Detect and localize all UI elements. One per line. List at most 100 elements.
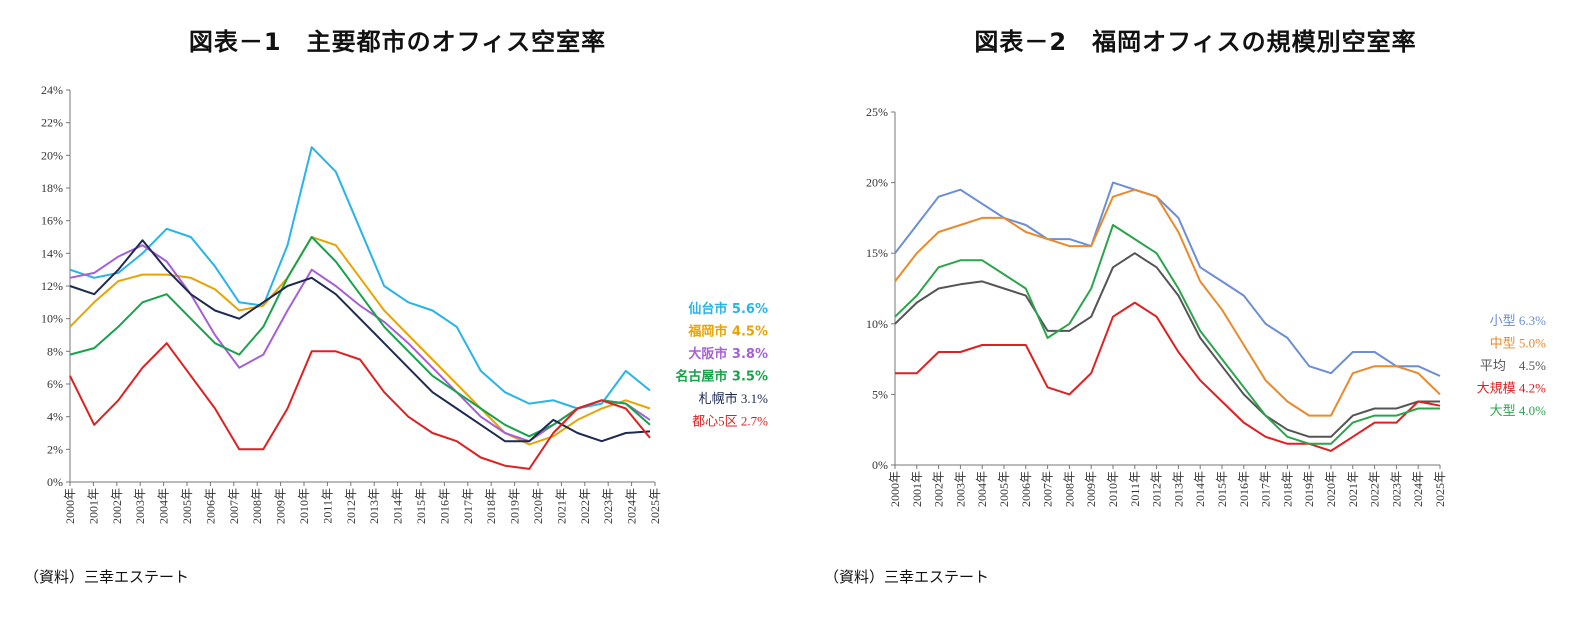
x-tick-label: 2002年: [110, 488, 124, 524]
series-line: [894, 181, 1441, 377]
x-tick-label: 2022年: [578, 488, 592, 524]
x-tick-label: 2017年: [1259, 471, 1273, 507]
y-tick-label: 20%: [41, 148, 63, 162]
y-tick-label: 6%: [47, 377, 63, 391]
series-line: [895, 301, 1441, 452]
x-tick-label: 2014年: [1193, 471, 1207, 507]
x-tick-label: 2015年: [1215, 471, 1229, 507]
x-tick-label: 2008年: [1062, 471, 1076, 507]
x-tick-label: 2020年: [1324, 471, 1338, 507]
y-tick-label: 14%: [41, 246, 63, 260]
x-tick-label: 2001年: [910, 471, 924, 507]
x-tick-label: 2002年: [932, 471, 946, 507]
x-tick-label: 2012年: [1150, 471, 1164, 507]
y-tick-label: 20%: [866, 176, 888, 190]
y-tick-label: 25%: [866, 105, 888, 119]
y-tick-label: 0%: [47, 475, 63, 489]
line-chart-2: 0% 5% 10% 15% 20% 25% 2000年 2001年 2002年 2003年 2004…: [866, 105, 1547, 507]
x-tick-label: 2003年: [953, 471, 967, 507]
x-tick-label: 2022年: [1368, 471, 1382, 507]
y-tick-label: 5%: [872, 387, 888, 401]
x-tick-label: 2018年: [484, 488, 498, 524]
source-note: （資料）三幸エステート: [24, 568, 190, 586]
x-tick-label: 2021年: [554, 488, 568, 524]
x-tick-label: 2004年: [157, 488, 171, 524]
y-tick-label: 18%: [41, 181, 63, 195]
series-label: 札幌市 3.1%: [699, 391, 769, 406]
y-tick-label: 22%: [41, 116, 63, 130]
y-tick-label: 16%: [41, 214, 63, 228]
x-tick-label: 2016年: [1237, 471, 1251, 507]
x-tick-label: 2012年: [344, 488, 358, 524]
series-line: [69, 342, 651, 470]
x-tick-label: 2015年: [414, 488, 428, 524]
y-tick-label: 12%: [41, 279, 63, 293]
x-tick-label: 2025年: [1433, 471, 1447, 507]
y-tick-label: 10%: [866, 317, 888, 331]
x-tick-label: 2000年: [63, 488, 77, 524]
y-tick-label: 8%: [47, 344, 63, 358]
chart-title: 図表－2 福岡オフィスの規模別空室率: [974, 28, 1417, 56]
series-label: 中型 5.0%: [1490, 336, 1547, 351]
series-label: 平均 4.5%: [1480, 358, 1546, 373]
y-tick-label: 15%: [866, 246, 888, 260]
x-tick-label: 2025年: [648, 488, 662, 524]
line-chart-1: 0% 2% 4% 6% 8% 10% 12% 14% 16% 18% 20% 22% 24% 2000年 2…: [41, 83, 769, 524]
series-label: 福岡市 4.5%: [687, 324, 768, 340]
series-line: [69, 236, 651, 438]
x-tick-label: 2023年: [601, 488, 615, 524]
series-label: 大規模 4.2%: [1477, 381, 1547, 396]
series-line: [894, 188, 1441, 417]
x-tick-label: 2021年: [1346, 471, 1360, 507]
x-tick-label: 2024年: [1411, 471, 1425, 507]
x-tick-label: 2010年: [297, 488, 311, 524]
x-tick-label: 2005年: [997, 471, 1011, 507]
chart-panel-2: 図表－2 福岡オフィスの規模別空室率 0% 5% 10% 15% 20% 25% 2000年…: [800, 0, 1591, 624]
series-line: [894, 252, 1440, 438]
x-tick-label: 2013年: [1171, 471, 1185, 507]
x-tick-label: 2000年: [888, 471, 902, 507]
x-tick-label: 2018年: [1280, 471, 1294, 507]
x-tick-label: 2010年: [1106, 471, 1120, 507]
x-tick-label: 2011年: [1128, 471, 1142, 507]
x-tick-label: 2005年: [180, 488, 194, 524]
x-tick-label: 2009年: [274, 488, 288, 524]
x-tick-label: 2004年: [975, 471, 989, 507]
chart-title: 図表－1 主要都市のオフィス空室率: [188, 28, 607, 56]
series-label: 仙台市 5.6%: [688, 301, 768, 317]
x-tick-label: 2006年: [203, 488, 217, 524]
x-tick-label: 2016年: [437, 488, 451, 524]
series-label: 都心5区 2.7%: [692, 414, 768, 429]
x-tick-label: 2007年: [1041, 471, 1055, 507]
x-tick-label: 2024年: [625, 488, 639, 524]
x-tick-label: 2014年: [391, 488, 405, 524]
x-tick-label: 2013年: [367, 488, 381, 524]
series-line: [69, 146, 651, 410]
series-line: [69, 236, 651, 446]
chart-panel-1: 図表－1 主要都市のオフィス空室率 0% 2% 4% 6% 8% 10% 12% 14% 16%…: [0, 0, 795, 624]
x-tick-label: 2001年: [86, 488, 100, 524]
y-tick-label: 0%: [872, 458, 888, 472]
y-tick-label: 24%: [41, 83, 63, 97]
x-tick-label: 2008年: [250, 488, 264, 524]
x-tick-label: 2006年: [1019, 471, 1033, 507]
y-tick-label: 2%: [47, 442, 63, 456]
y-tick-label: 4%: [47, 410, 63, 424]
x-tick-label: 2017年: [461, 488, 475, 524]
series-label: 小型 6.3%: [1490, 313, 1547, 328]
x-tick-label: 2007年: [227, 488, 241, 524]
series-label: 名古屋市 3.5%: [675, 369, 768, 385]
x-tick-label: 2019年: [1302, 471, 1316, 507]
x-tick-label: 2020年: [531, 488, 545, 524]
x-tick-label: 2023年: [1389, 471, 1403, 507]
series-label: 大阪市 3.8%: [688, 346, 768, 362]
x-tick-label: 2019年: [508, 488, 522, 524]
x-tick-label: 2009年: [1084, 471, 1098, 507]
series-label: 大型 4.0%: [1490, 403, 1547, 418]
series-line: [894, 224, 1440, 445]
series-line: [69, 239, 651, 443]
source-note: （資料）三幸エステート: [824, 568, 990, 586]
x-tick-label: 2003年: [133, 488, 147, 524]
x-tick-label: 2011年: [320, 488, 334, 524]
y-tick-label: 10%: [41, 312, 63, 326]
